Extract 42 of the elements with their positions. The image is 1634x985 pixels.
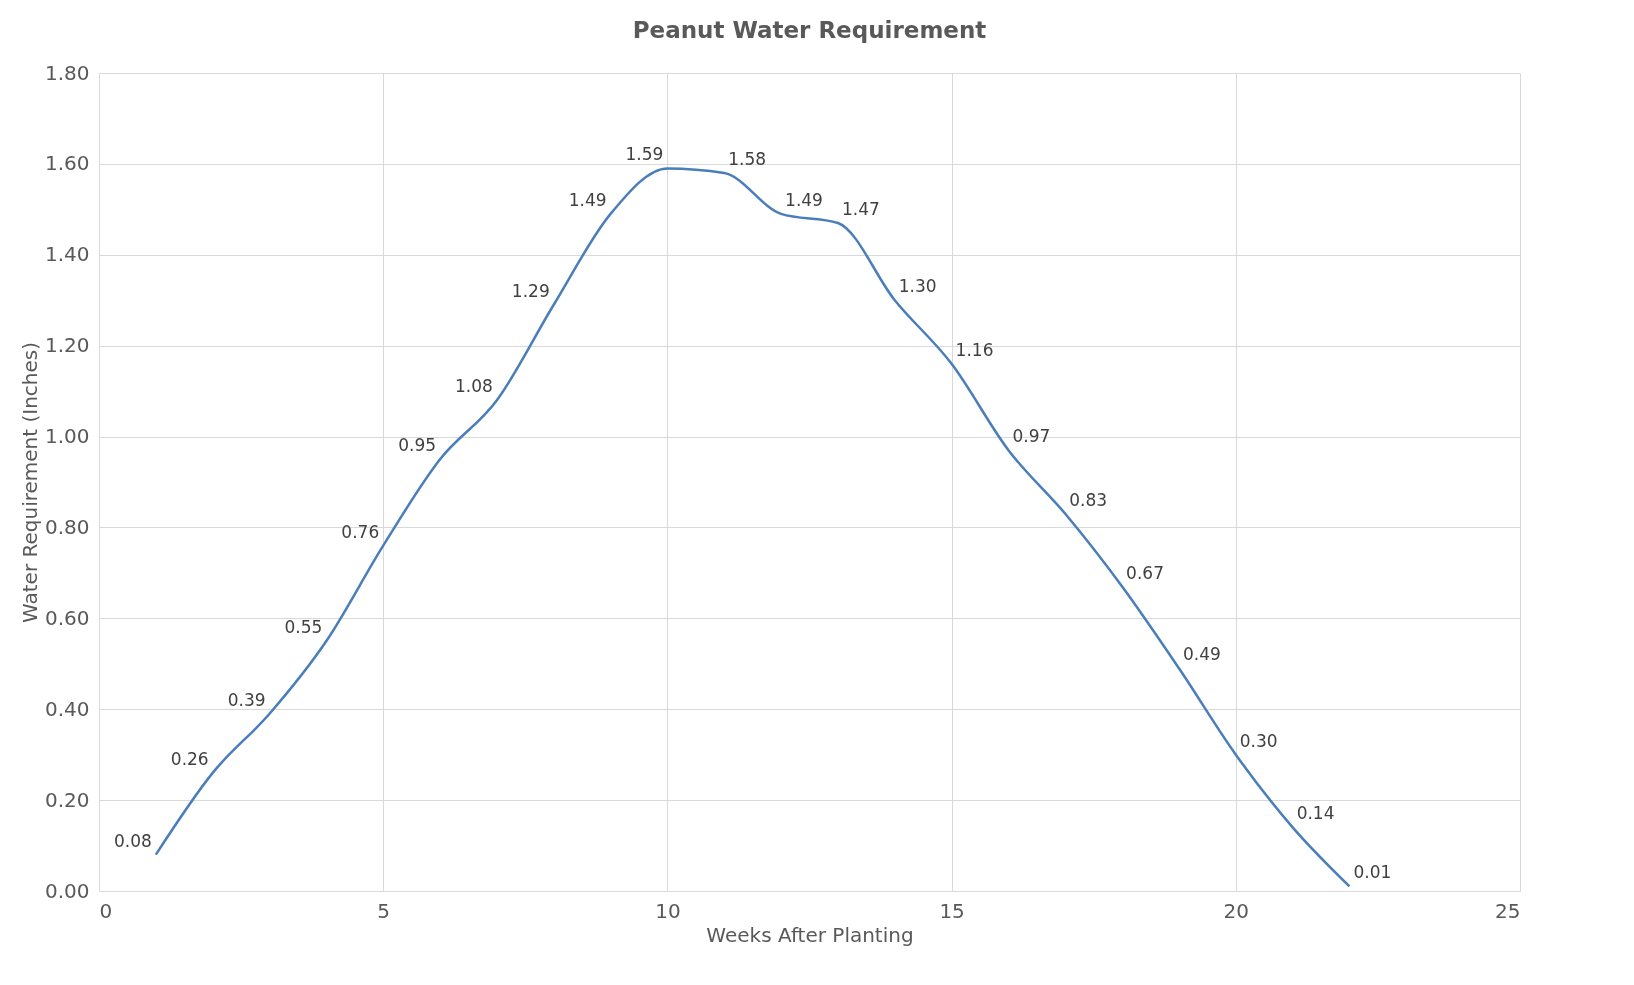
y-tick-label: 1.80 [44,60,90,85]
data-label: 1.49 [568,189,607,210]
data-label: 0.76 [341,521,380,542]
line-series [154,167,1351,888]
data-label: 1.30 [898,276,937,297]
x-tick-label: 5 [377,898,391,923]
y-tick-label: 0.00 [44,878,90,903]
data-label: 0.01 [1353,862,1392,883]
data-label: 0.14 [1296,803,1335,824]
data-label: 1.16 [955,339,994,360]
data-label: 0.83 [1069,489,1108,510]
data-label: 0.39 [227,689,266,710]
y-tick-label: 0.60 [44,605,90,630]
y-tick-label: 1.60 [44,151,90,176]
data-label: 0.26 [170,748,209,769]
data-label: 1.47 [841,198,880,219]
data-label: 1.08 [455,376,493,397]
data-label: 0.30 [1239,730,1278,751]
x-tick-label: 10 [655,898,681,923]
chart-title: Peanut Water Requirement [632,17,987,43]
data-label: 1.29 [511,280,550,301]
y-tick-label: 1.40 [44,242,90,267]
y-tick-label: 0.40 [44,696,90,721]
data-label: 1.58 [728,148,767,169]
x-tick-label: 20 [1223,898,1250,923]
data-label: 0.97 [1012,426,1051,447]
y-tick-label: 1.20 [44,333,90,358]
x-tick-label: 25 [1495,898,1521,923]
x-tick-label: 15 [939,898,965,923]
y-tick-label: 0.80 [44,514,90,539]
data-label: 0.67 [1126,562,1164,583]
data-label: 0.95 [398,435,437,456]
x-tick-label: 0 [99,898,113,923]
data-label: 0.55 [284,617,323,638]
y-tick-label: 1.00 [44,424,90,449]
data-label: 0.08 [113,830,152,851]
y-tick-label: 0.20 [44,787,90,812]
data-label: 1.59 [625,144,664,165]
y-axis-title: Water Requirement (Inches) [17,341,42,624]
data-label: 1.49 [785,189,823,210]
x-axis-title: Weeks After Planting [706,922,914,947]
data-label: 0.49 [1182,644,1221,665]
